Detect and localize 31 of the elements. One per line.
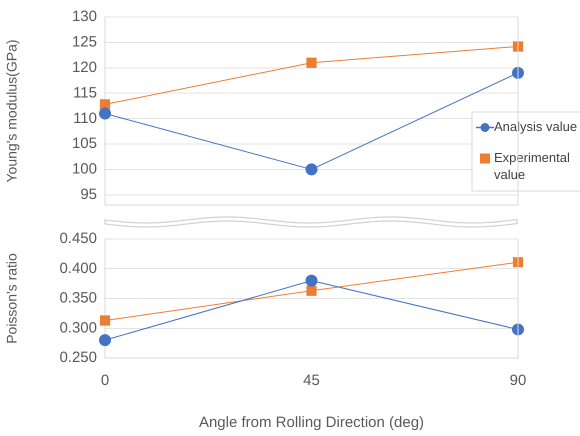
y-tick-label: 95 — [80, 186, 97, 203]
legend-label: Experimental value — [494, 150, 570, 182]
x-tick-label: 90 — [510, 372, 526, 390]
y-tick-label: 130 — [72, 8, 97, 26]
point — [512, 66, 524, 79]
legend-label: Analysis value — [494, 119, 578, 134]
point — [512, 257, 524, 268]
point — [306, 286, 317, 296]
y-tick-label: 100 — [72, 160, 97, 178]
y-tick-label: 0.250 — [59, 349, 97, 366]
point — [99, 334, 111, 346]
x-tick-label: 45 — [303, 372, 320, 390]
y-tick-label: 105 — [72, 135, 97, 152]
point — [512, 323, 524, 336]
point — [100, 315, 110, 326]
y-tick-label: 120 — [72, 58, 97, 76]
y-tick-label: 0.350 — [59, 290, 97, 307]
y-tick-label: 110 — [73, 110, 97, 127]
point — [306, 274, 318, 287]
y-tick-label: 115 — [73, 84, 97, 102]
y-tick-label: 0.300 — [59, 319, 97, 336]
x-axis-title: Angle from Rolling Direction (deg) — [198, 414, 424, 432]
y-axis-title: Young's modulus(GPa) — [3, 39, 20, 183]
point — [306, 163, 318, 176]
point — [99, 108, 111, 120]
y-axis-title: Poisson's ratio — [3, 252, 20, 344]
x-tick-label: 0 — [100, 372, 110, 390]
y-tick-label: 0.400 — [59, 260, 97, 277]
y-tick-label: 125 — [72, 34, 97, 51]
point — [306, 58, 317, 68]
y-tick-label: 0.450 — [59, 230, 97, 248]
